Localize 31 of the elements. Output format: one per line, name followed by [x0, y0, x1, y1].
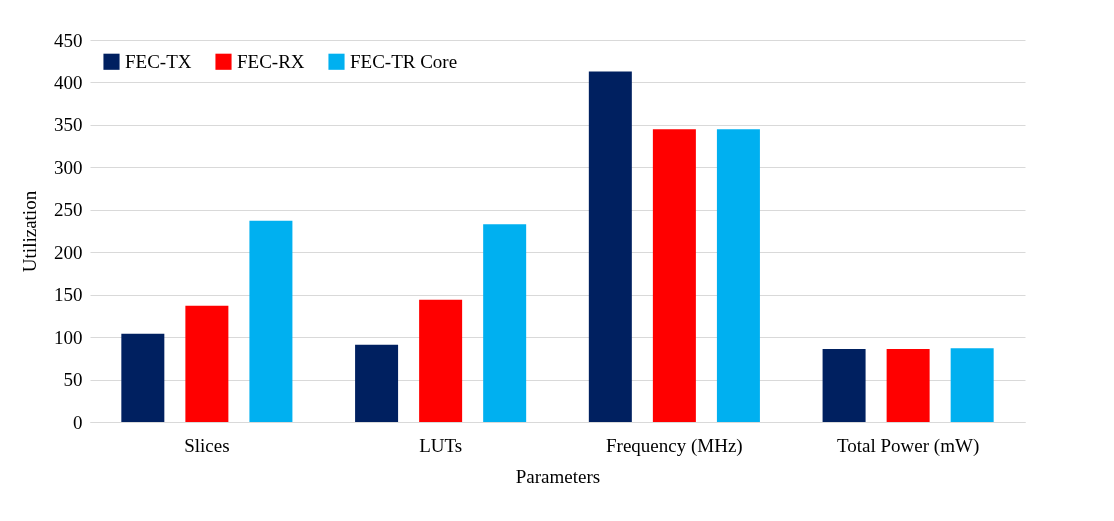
- y-axis-title: Utilization: [19, 190, 40, 273]
- y-tick-label: 300: [54, 156, 83, 178]
- y-tick-label: 250: [54, 199, 83, 221]
- legend-label: FEC-TX: [125, 50, 192, 72]
- x-axis-title: Parameters: [515, 465, 601, 487]
- x-tick-label: Slices: [184, 434, 230, 456]
- bar: [822, 349, 866, 422]
- bar: [249, 220, 293, 422]
- x-tick-label: Total Power (mW): [837, 434, 980, 457]
- bar: [950, 348, 994, 422]
- x-tick-label: Frequency (MHz): [606, 434, 743, 457]
- bar: [185, 305, 229, 422]
- bar: [121, 333, 165, 422]
- bar: [355, 344, 399, 422]
- bar: [419, 299, 463, 422]
- y-tick-label: 350: [54, 114, 83, 136]
- legend-label: FEC-RX: [237, 50, 305, 72]
- bar: [588, 71, 632, 422]
- bar: [886, 349, 930, 422]
- y-tick-label: 400: [54, 71, 83, 93]
- bar: [483, 224, 527, 422]
- legend-label: FEC-TR Core: [350, 50, 458, 72]
- y-tick-label: 50: [63, 369, 83, 391]
- y-tick-label: 150: [54, 284, 83, 306]
- bar: [652, 129, 696, 422]
- y-tick-label: 100: [54, 326, 83, 348]
- x-tick-label: LUTs: [419, 434, 463, 456]
- y-tick-label: 200: [54, 241, 83, 263]
- y-tick-label: 450: [54, 29, 83, 51]
- bar: [716, 129, 760, 422]
- y-tick-label: 0: [73, 411, 83, 433]
